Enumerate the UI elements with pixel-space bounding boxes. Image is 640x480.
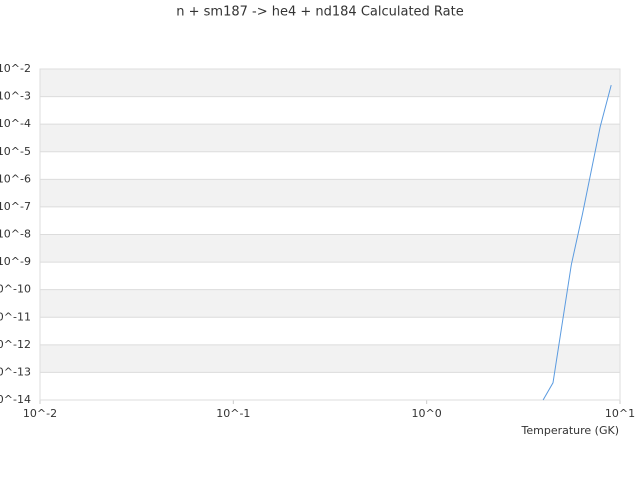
y-tick-label: 10^-10 xyxy=(0,283,31,296)
y-tick-label: 10^-12 xyxy=(0,338,31,351)
y-tick-label: 10^-13 xyxy=(0,365,31,378)
y-tick-label: 10^-2 xyxy=(0,62,31,75)
grid-band xyxy=(40,124,620,152)
plot-frame xyxy=(39,68,621,401)
grid-band xyxy=(40,289,620,318)
y-tick-label: 10^-4 xyxy=(0,117,31,130)
x-tick-label: 10^0 xyxy=(412,407,442,420)
x-tick-label: 10^1 xyxy=(605,407,635,420)
y-tick-label: 10^-3 xyxy=(0,90,31,103)
y-tick-label: 10^-7 xyxy=(0,200,31,213)
x-tick-label: 10^-2 xyxy=(23,407,57,420)
y-tick-label: 10^-5 xyxy=(0,145,31,158)
grid-band xyxy=(40,179,620,207)
grid-band xyxy=(40,234,620,263)
chart-title: n + sm187 -> he4 + nd184 Calculated Rate xyxy=(176,5,464,20)
y-tick-label: 10^-9 xyxy=(0,255,31,268)
y-tick-label: 10^-6 xyxy=(0,172,31,185)
y-tick-label: 10^-11 xyxy=(0,310,31,323)
grid-band xyxy=(40,69,620,97)
y-tick-label: 10^-14 xyxy=(0,393,31,406)
y-tick-label: 10^-8 xyxy=(0,228,31,241)
data-line xyxy=(542,84,612,401)
x-tick-label: 10^-1 xyxy=(216,407,250,420)
x-axis-label: Temperature (GK) xyxy=(521,424,620,437)
grid-band xyxy=(40,344,620,373)
